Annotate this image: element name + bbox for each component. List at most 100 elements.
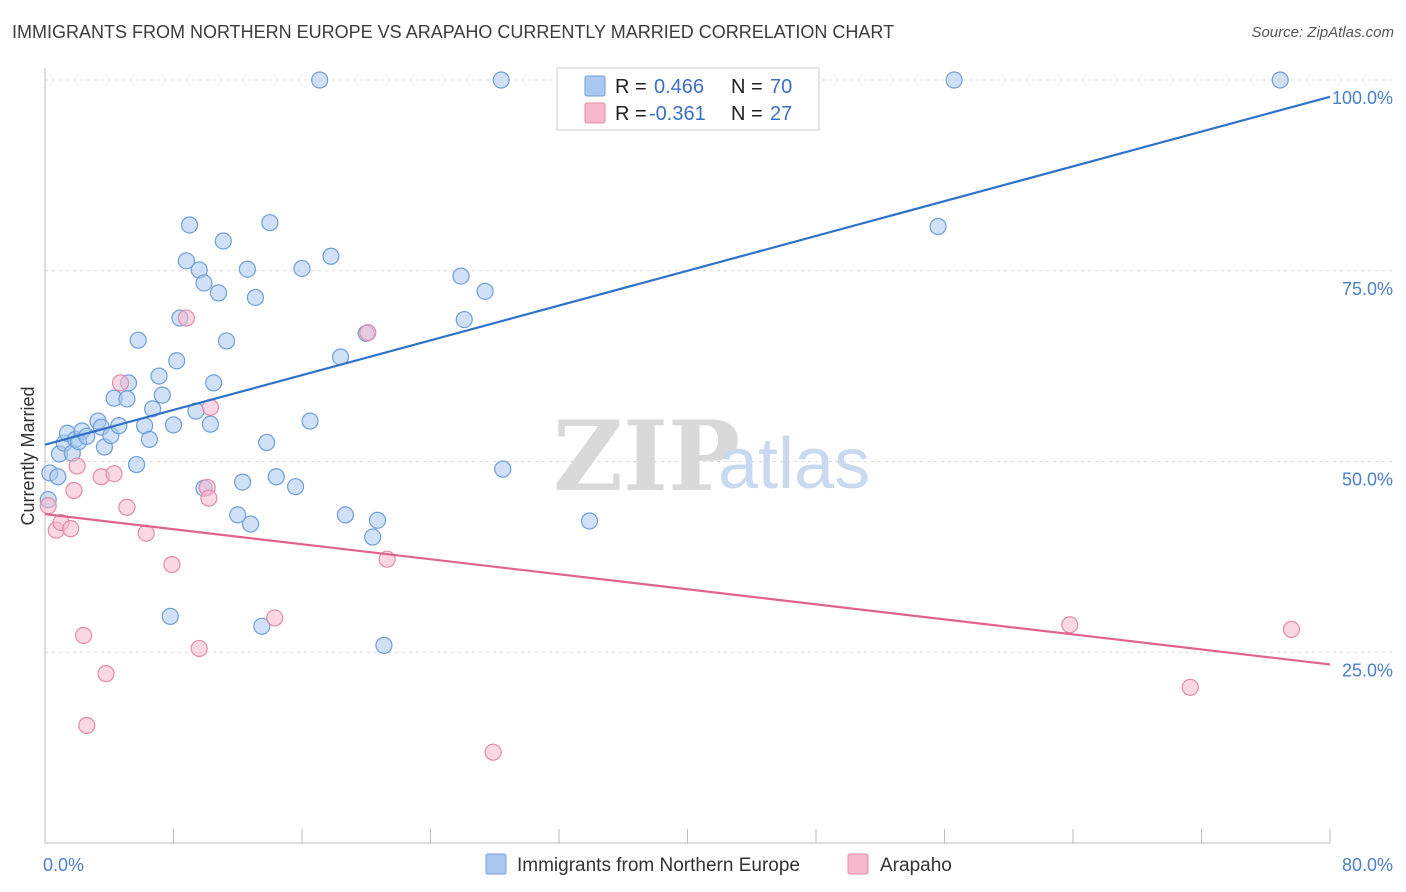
immigrants-point: [177, 252, 195, 270]
immigrants-point: [49, 468, 67, 486]
arapaho-point: [484, 743, 502, 761]
legend-swatch-blue: [584, 75, 606, 97]
arapaho-trend-line: [44, 513, 1331, 666]
bottom-legend-swatch-pink: [847, 853, 869, 875]
immigrants-point: [229, 506, 247, 524]
immigrants-point: [945, 71, 963, 89]
y-tick-label: 25.0%: [1342, 660, 1393, 680]
immigrants-point: [205, 374, 223, 392]
immigrants-point: [455, 310, 473, 329]
watermark: ZIP atlas: [553, 400, 870, 513]
immigrants-point: [129, 331, 147, 349]
immigrants-point: [246, 288, 265, 307]
immigrants-point: [233, 473, 252, 491]
immigrants-point: [144, 400, 162, 418]
immigrants-point: [242, 515, 260, 533]
arapaho-point: [200, 489, 218, 507]
legend-n-value-blue: 70: [770, 76, 792, 98]
immigrants-point: [364, 528, 382, 546]
immigrants-point: [368, 511, 387, 529]
arapaho-point: [1282, 620, 1301, 638]
immigrants-point: [580, 512, 599, 530]
immigrants-point: [286, 478, 305, 496]
immigrants-point: [293, 259, 311, 278]
immigrants-point: [267, 468, 285, 486]
arapaho-point: [118, 498, 136, 516]
arapaho-point: [163, 555, 181, 574]
immigrants-point: [238, 260, 256, 278]
arapaho-point: [266, 609, 284, 627]
immigrants-point: [322, 247, 340, 265]
immigrants-point: [476, 282, 494, 300]
immigrants-point: [336, 506, 354, 524]
axes: [44, 68, 1331, 844]
bottom-legend: Immigrants from Northern Europe Arapaho: [485, 853, 952, 876]
immigrants-point: [311, 71, 329, 89]
immigrants-point: [150, 367, 168, 385]
immigrants-point: [164, 416, 183, 434]
immigrants-point: [209, 284, 228, 302]
legend-r-label: R =: [615, 103, 647, 125]
tick-labels: 25.0% 50.0% 75.0% 100.0% 0.0% 80.0%: [43, 88, 1393, 875]
legend-swatch-pink: [584, 102, 606, 124]
immigrants-point: [153, 386, 171, 404]
chart-source: Source: ZipAtlas.com: [1251, 24, 1394, 41]
y-tick-label: 50.0%: [1342, 470, 1393, 490]
immigrants-point: [140, 430, 159, 448]
immigrants-point: [452, 267, 470, 285]
y-tick-label: 75.0%: [1342, 279, 1393, 299]
y-tick-label: 100.0%: [1332, 88, 1393, 108]
arapaho-point: [190, 639, 208, 658]
immigrants-point: [78, 427, 96, 445]
legend-n-label: N =: [731, 103, 763, 125]
arapaho-point: [1181, 678, 1199, 696]
bottom-legend-label-pink: Arapaho: [880, 855, 952, 876]
immigrants-point: [253, 617, 271, 635]
immigrants-point: [180, 216, 199, 234]
immigrants-point: [195, 274, 213, 292]
series-arapaho-points: [39, 309, 1301, 761]
chart-title: IMMIGRANTS FROM NORTHERN EUROPE VS ARAPA…: [12, 22, 895, 42]
immigrants-trend-line: [44, 95, 1331, 446]
arapaho-point: [177, 309, 195, 327]
immigrants-point: [161, 607, 179, 625]
y-axis-title: Currently Married: [18, 386, 38, 525]
watermark-zip: ZIP: [553, 400, 740, 513]
immigrants-point: [168, 352, 186, 370]
legend-r-value-pink: -0.361: [649, 103, 706, 125]
arapaho-point: [74, 626, 93, 645]
immigrants-point: [1271, 71, 1289, 89]
immigrants-point: [492, 71, 510, 89]
legend-box: R = 0.466 N = 70 R = -0.361 N = 27: [556, 67, 820, 131]
immigrants-point: [214, 232, 232, 250]
arapaho-point: [62, 520, 80, 538]
x-tick-label: 80.0%: [1342, 855, 1393, 875]
arapaho-point: [105, 465, 123, 483]
immigrants-point: [127, 455, 146, 474]
immigrants-point: [375, 636, 393, 654]
immigrants-point: [118, 390, 136, 408]
trend-lines: [44, 95, 1331, 666]
x-tick-label: 0.0%: [43, 855, 84, 875]
arapaho-point: [97, 665, 115, 683]
bottom-legend-label-blue: Immigrants from Northern Europe: [517, 855, 800, 876]
immigrants-point: [929, 217, 947, 236]
arapaho-point: [68, 457, 86, 475]
arapaho-point: [111, 374, 130, 392]
immigrants-point: [217, 332, 236, 350]
arapaho-point: [65, 481, 83, 500]
immigrants-point: [201, 415, 220, 433]
immigrants-point: [301, 412, 319, 430]
immigrants-point: [258, 433, 276, 452]
legend-n-value-pink: 27: [770, 103, 792, 125]
legend-r-value-blue: 0.466: [654, 76, 704, 98]
arapaho-point: [359, 323, 377, 342]
bottom-legend-swatch-blue: [485, 853, 507, 875]
legend-r-label: R =: [615, 76, 647, 98]
immigrants-point: [494, 460, 512, 478]
grid-lines: [45, 79, 1392, 653]
watermark-atlas: atlas: [718, 424, 870, 504]
immigrants-point: [261, 214, 279, 232]
arapaho-point: [39, 497, 57, 515]
